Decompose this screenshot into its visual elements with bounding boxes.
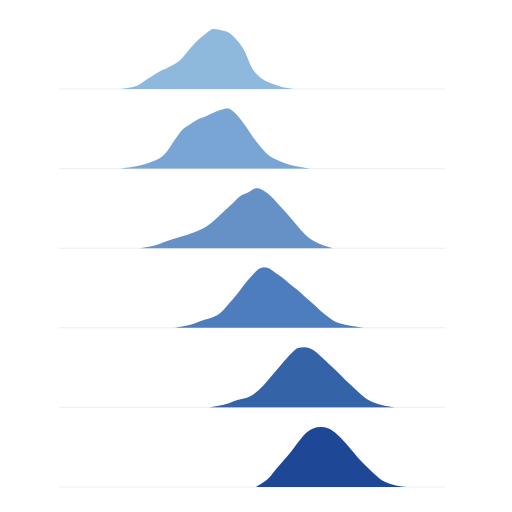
ridge-area-5	[209, 347, 395, 408]
ridge-area-1	[120, 28, 295, 89]
ridge-area-2	[120, 108, 310, 169]
ridge-group	[59, 28, 445, 488]
ridge-area-4	[174, 267, 364, 328]
ridge-area-6	[255, 426, 407, 487]
ridge-area-3	[140, 188, 334, 249]
